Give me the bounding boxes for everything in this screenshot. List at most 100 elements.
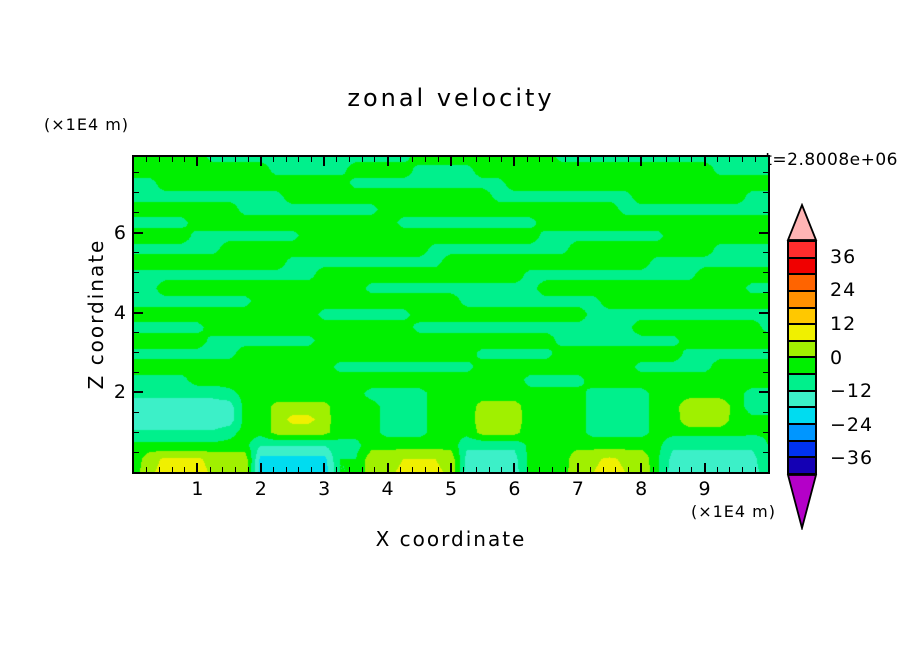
- x-minor-tick: [716, 157, 718, 162]
- x-minor-tick: [678, 467, 680, 472]
- x-minor-tick: [349, 467, 351, 472]
- y-minor-tick: [763, 411, 768, 413]
- y-major-tick: [134, 391, 143, 394]
- x-minor-tick: [691, 467, 693, 472]
- x-minor-tick: [158, 467, 160, 472]
- x-minor-tick: [589, 467, 591, 472]
- x-major-tick: [703, 157, 706, 166]
- x-minor-tick: [463, 157, 465, 162]
- colorbar-over-range-arrow: [786, 203, 818, 241]
- y-minor-tick: [763, 292, 768, 294]
- x-minor-tick: [412, 467, 414, 472]
- timestamp-label: t=2.8008e+06: [765, 150, 898, 170]
- x-minor-tick: [526, 157, 528, 162]
- x-minor-tick: [234, 157, 236, 162]
- x-minor-tick: [628, 467, 630, 472]
- x-minor-tick: [425, 467, 427, 472]
- x-minor-tick: [184, 467, 186, 472]
- y-minor-tick: [134, 351, 139, 353]
- colorbar-segment: [789, 356, 815, 374]
- x-major-tick: [576, 157, 579, 166]
- x-minor-tick: [653, 467, 655, 472]
- x-major-tick: [450, 463, 452, 472]
- x-minor-tick: [754, 467, 756, 472]
- x-minor-tick: [361, 157, 363, 162]
- x-minor-tick: [678, 157, 680, 162]
- x-major-tick: [323, 157, 326, 166]
- x-major-tick: [450, 157, 452, 166]
- x-minor-tick: [285, 157, 287, 162]
- x-minor-tick: [285, 467, 287, 472]
- x-major-tick: [259, 157, 262, 166]
- x-minor-tick: [437, 157, 439, 162]
- colorbar-segment: [789, 439, 815, 457]
- x-minor-tick: [146, 157, 148, 162]
- x-major-tick: [576, 463, 579, 472]
- x-minor-tick: [399, 467, 401, 472]
- colorbar-tick-label: 36: [830, 245, 857, 268]
- y-minor-tick: [763, 371, 768, 373]
- y-major-tick: [759, 231, 768, 234]
- x-minor-tick: [539, 157, 541, 162]
- colorbar-tick-label: 24: [830, 279, 857, 302]
- x-minor-tick: [209, 467, 211, 472]
- colorbar-segment: [789, 406, 815, 424]
- colorbar-tick-label: −24: [830, 413, 874, 436]
- contour-field-canvas: [134, 157, 768, 472]
- colorbar-segment: [789, 423, 815, 440]
- x-major-tick: [640, 157, 643, 166]
- x-minor-tick: [374, 157, 376, 162]
- y-tick-label: 4: [113, 301, 126, 324]
- x-major-tick: [386, 463, 389, 472]
- colorbar-under-range-arrow: [786, 474, 818, 530]
- x-minor-tick: [526, 467, 528, 472]
- x-major-tick: [513, 463, 516, 472]
- x-minor-tick: [589, 157, 591, 162]
- x-minor-tick: [374, 467, 376, 472]
- x-minor-tick: [488, 467, 490, 472]
- x-minor-tick: [311, 157, 313, 162]
- x-tick-label: 9: [698, 478, 711, 500]
- y-minor-tick: [763, 252, 768, 254]
- y-minor-tick: [134, 192, 139, 194]
- y-minor-tick: [134, 272, 139, 274]
- colorbar: [787, 240, 817, 475]
- x-minor-tick: [666, 157, 668, 162]
- y-axis-units-label: (×1E4 m): [44, 115, 130, 134]
- colorbar-segment: [789, 273, 815, 290]
- colorbar-segment: [789, 339, 815, 357]
- x-major-tick: [323, 463, 326, 472]
- x-minor-tick: [272, 467, 274, 472]
- y-minor-tick: [763, 451, 768, 453]
- y-major-tick: [759, 311, 768, 314]
- colorbar-tick-label: −36: [830, 447, 874, 470]
- x-tick-label: 6: [508, 478, 521, 500]
- x-minor-tick: [247, 467, 249, 472]
- x-major-tick: [640, 463, 643, 472]
- x-minor-tick: [399, 157, 401, 162]
- y-minor-tick: [763, 192, 768, 194]
- x-minor-tick: [222, 157, 224, 162]
- x-minor-tick: [615, 157, 617, 162]
- x-minor-tick: [754, 157, 756, 162]
- x-minor-tick: [272, 157, 274, 162]
- plot-title: zonal velocity: [347, 84, 555, 112]
- x-minor-tick: [666, 467, 668, 472]
- colorbar-tick-label: 0: [830, 346, 844, 369]
- y-minor-tick: [763, 212, 768, 214]
- x-major-tick: [196, 157, 199, 166]
- x-major-tick: [196, 463, 199, 472]
- x-minor-tick: [501, 157, 503, 162]
- x-minor-tick: [463, 467, 465, 472]
- colorbar-segment: [789, 289, 815, 307]
- y-major-tick: [759, 391, 768, 394]
- y-tick-label: 2: [113, 381, 126, 404]
- x-minor-tick: [437, 467, 439, 472]
- x-major-tick: [513, 157, 516, 166]
- x-minor-tick: [691, 157, 693, 162]
- y-minor-tick: [134, 172, 139, 174]
- x-minor-tick: [298, 157, 300, 162]
- colorbar-tick-label: 12: [830, 312, 857, 335]
- x-minor-tick: [349, 157, 351, 162]
